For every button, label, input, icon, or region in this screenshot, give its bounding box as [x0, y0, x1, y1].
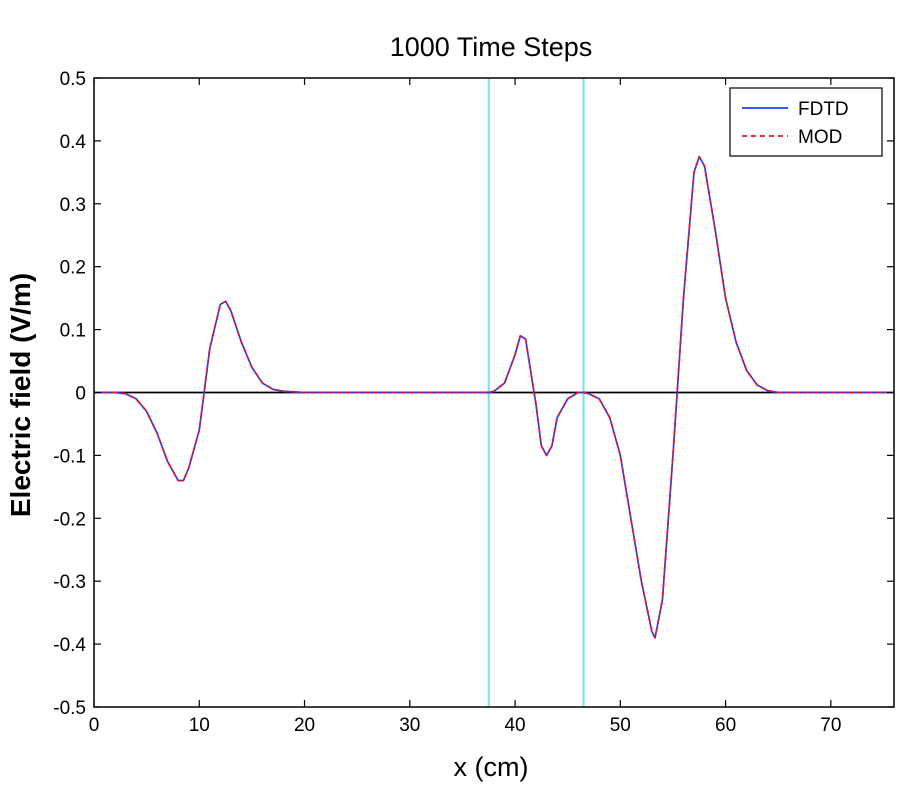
y-tick-label: 0.1 — [60, 321, 86, 342]
y-tick-label: 0.3 — [60, 195, 86, 216]
x-tick-label: 30 — [399, 715, 420, 736]
series-line-fdtd — [94, 155, 894, 639]
y-tick-label: -0.5 — [53, 698, 86, 719]
legend-label-mod: MOD — [798, 127, 842, 148]
x-tick-label: 40 — [504, 715, 525, 736]
legend-box — [729, 87, 883, 157]
x-tick-label: 10 — [189, 715, 210, 736]
y-tick-label: 0.2 — [60, 258, 86, 279]
y-tick-label: -0.3 — [53, 572, 86, 593]
legend: FDTD MOD — [729, 87, 883, 157]
y-tick-label: 0.5 — [60, 69, 86, 90]
y-tick-label: -0.2 — [53, 509, 86, 530]
plot-area — [94, 78, 894, 707]
y-tick-label: -0.4 — [53, 635, 86, 656]
y-tick-label: 0.4 — [60, 132, 87, 153]
y-axis-label: Electric field (V/m) — [5, 273, 36, 517]
x-tick-label: 20 — [294, 715, 315, 736]
x-tick-label: 70 — [820, 715, 841, 736]
x-axis: 0 10 20 30 40 50 60 70 — [89, 78, 841, 736]
x-tick-label: 60 — [715, 715, 736, 736]
x-axis-label: x (cm) — [454, 752, 529, 782]
x-tick-label: 50 — [610, 715, 631, 736]
chart-title: 1000 Time Steps — [390, 32, 593, 62]
y-axis: -0.5 -0.4 -0.3 -0.2 -0.1 0 0.1 0.2 0.3 0.4 0.5 — [53, 69, 894, 719]
legend-label-fdtd: FDTD — [798, 99, 849, 120]
y-tick-label: 0 — [75, 384, 86, 405]
x-tick-label: 0 — [89, 715, 100, 736]
y-tick-label: -0.1 — [53, 446, 86, 467]
